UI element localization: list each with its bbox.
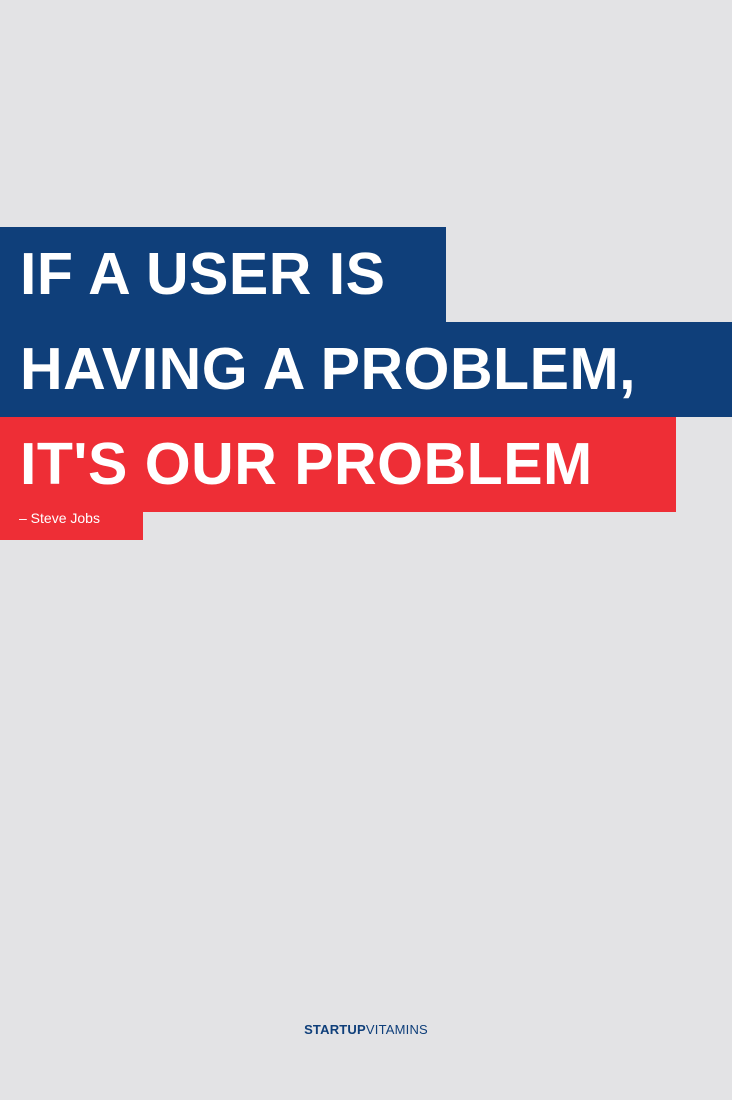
quote-block: IF A USER IS HAVING A PROBLEM, IT'S OUR … [0, 227, 732, 540]
quote-author: – Steve Jobs [0, 511, 143, 540]
brand-logo-bold: STARTUP [304, 1022, 366, 1037]
brand-logo-light: VITAMINS [365, 1022, 428, 1037]
quote-line-1: IF A USER IS [0, 227, 446, 322]
quote-line-3: IT'S OUR PROBLEM [0, 417, 676, 512]
brand-logo: STARTUPVITAMINS [0, 1022, 732, 1037]
quote-line-2: HAVING A PROBLEM, [0, 322, 732, 417]
